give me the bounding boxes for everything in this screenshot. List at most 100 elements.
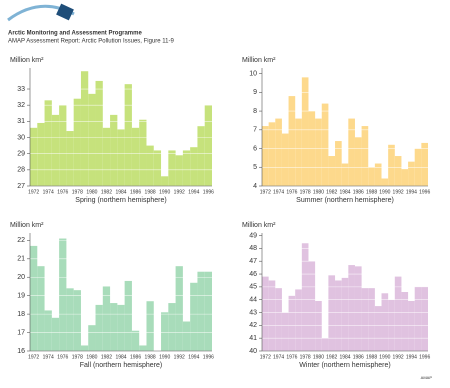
bar	[197, 271, 205, 351]
header-title: Arctic Monitoring and Assessment Program…	[8, 31, 142, 37]
bar	[190, 282, 198, 351]
y-tick-label: 8	[253, 108, 257, 115]
x-tick-label: 1992	[174, 189, 185, 195]
bar	[281, 312, 289, 351]
x-tick-label: 1990	[159, 189, 170, 195]
bar	[110, 303, 118, 351]
bar	[268, 280, 276, 351]
x-tick-label: 1984	[339, 189, 350, 195]
bar	[131, 127, 140, 186]
bar	[30, 245, 38, 351]
y-axis-label: Million km²	[10, 57, 44, 64]
y-tick-label: 49	[249, 232, 257, 239]
x-tick-label: 1984	[115, 354, 126, 360]
bar	[102, 286, 111, 351]
bar	[335, 280, 342, 351]
bar	[348, 118, 355, 186]
footer: AMAP	[421, 375, 433, 380]
bar	[361, 126, 369, 186]
x-tick-label: 1976	[286, 354, 297, 360]
x-tick-label: 1996	[203, 189, 214, 195]
bar	[80, 71, 89, 186]
bar	[117, 129, 125, 186]
bar	[175, 155, 183, 186]
x-tick-label: 1978	[300, 354, 311, 360]
y-tick-label: 31	[17, 118, 25, 125]
x-tick-label: 1978	[72, 189, 83, 195]
bar	[110, 114, 118, 186]
bar	[66, 131, 74, 186]
bar	[139, 345, 147, 351]
bar	[275, 118, 282, 186]
x-tick-label: 1994	[406, 189, 417, 195]
y-axis-label: Million km²	[10, 222, 44, 229]
bar	[80, 345, 89, 351]
bar	[354, 266, 362, 351]
y-axis-label: Million km²	[242, 222, 276, 229]
x-tick-label: 1992	[174, 354, 185, 360]
bar	[394, 156, 402, 186]
y-tick-label: 7	[253, 127, 257, 134]
y-tick-label: 45	[249, 284, 257, 291]
bar	[381, 178, 389, 186]
y-tick-label: 41	[249, 335, 257, 342]
y-tick-label: 19	[17, 293, 25, 300]
bar	[161, 176, 169, 186]
bar	[374, 163, 382, 186]
bar	[204, 271, 212, 351]
bar	[37, 266, 45, 351]
x-tick-label: 1988	[145, 354, 156, 360]
bar	[315, 300, 322, 351]
x-tick-label: 1986	[130, 354, 141, 360]
x-tick-label: 1982	[326, 354, 337, 360]
bar	[335, 141, 342, 186]
y-tick-label: 6	[253, 145, 257, 152]
y-tick-label: 48	[249, 245, 257, 252]
bar	[66, 288, 74, 351]
bar	[88, 325, 96, 351]
bar	[59, 238, 67, 351]
bar	[348, 265, 355, 351]
x-tick-label: 1986	[353, 189, 364, 195]
x-tick-label: 1974	[273, 189, 284, 195]
logo-flag	[56, 3, 74, 21]
bar	[394, 276, 402, 351]
x-tick-label: 1976	[57, 354, 68, 360]
x-tick-label: 1984	[115, 189, 126, 195]
bar	[421, 142, 428, 186]
bar	[139, 119, 147, 186]
bar	[168, 150, 176, 186]
x-tick-label: 1990	[159, 354, 170, 360]
x-tick-label: 1974	[273, 354, 284, 360]
x-tick-label: 1972	[28, 189, 39, 195]
x-tick-label: 1974	[43, 354, 54, 360]
y-tick-label: 20	[17, 274, 25, 281]
bar	[341, 277, 349, 351]
bar	[408, 161, 415, 186]
bar	[146, 145, 154, 186]
x-tick-label: 1974	[43, 189, 54, 195]
x-tick-label: 1994	[188, 189, 199, 195]
bar	[175, 266, 183, 351]
y-tick-label: 30	[17, 134, 25, 141]
bar	[182, 321, 191, 351]
bar	[117, 304, 125, 351]
bar	[153, 150, 162, 186]
y-tick-label: 22	[17, 237, 25, 244]
x-tick-label: 1982	[101, 354, 112, 360]
x-tick-label: 1988	[145, 189, 156, 195]
bar	[301, 77, 309, 186]
bar	[95, 80, 103, 186]
bar	[197, 126, 205, 186]
x-tick-label: 1982	[326, 189, 337, 195]
bar	[168, 303, 176, 351]
bar	[361, 288, 369, 351]
x-tick-label: 1972	[260, 354, 271, 360]
y-tick-label: 4	[253, 183, 257, 190]
x-tick-label: 1980	[86, 354, 97, 360]
bar	[295, 118, 302, 186]
x-tick-label: 1994	[406, 354, 417, 360]
bar	[341, 163, 349, 186]
y-tick-label: 17	[17, 329, 25, 336]
